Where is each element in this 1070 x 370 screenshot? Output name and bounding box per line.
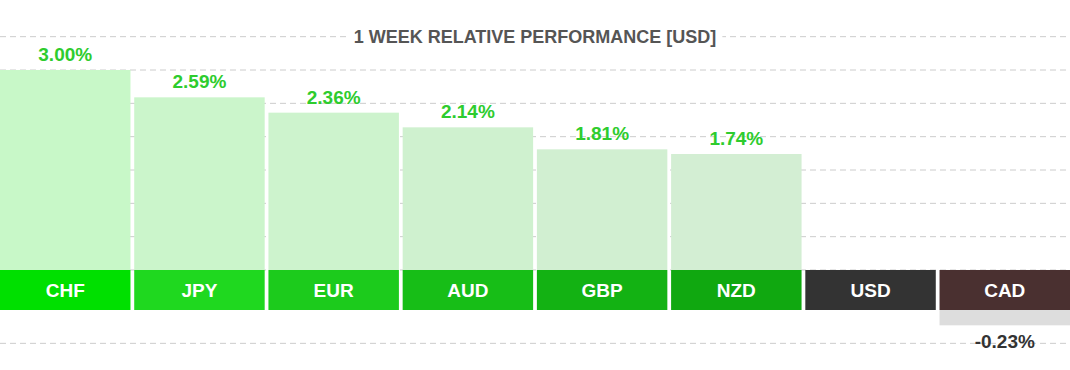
data-label: 1.81% bbox=[575, 123, 629, 144]
category-label: NZD bbox=[717, 280, 756, 301]
bar bbox=[134, 97, 264, 270]
category-label: EUR bbox=[314, 280, 354, 301]
category-box bbox=[940, 270, 1070, 310]
title-group: 1 WEEK RELATIVE PERFORMANCE [USD] bbox=[348, 25, 723, 49]
bar bbox=[537, 149, 667, 270]
category-box bbox=[805, 270, 935, 310]
chart: 1 WEEK RELATIVE PERFORMANCE [USD] CHF JPY E… bbox=[0, 0, 1070, 370]
data-label: 2.14% bbox=[441, 101, 495, 122]
data-label: 2.59% bbox=[173, 71, 227, 92]
grid-line bbox=[0, 343, 1070, 344]
bar bbox=[0, 70, 130, 270]
category-box bbox=[0, 270, 130, 310]
category-box bbox=[537, 270, 667, 310]
grid bbox=[0, 37, 1070, 344]
bar bbox=[268, 113, 398, 270]
data-labels: 3.00% 2.59% 2.36% 2.14% 1.81% 1.74% -0.23% bbox=[38, 44, 1035, 352]
category-label: GBP bbox=[582, 280, 624, 301]
category-label: CAD bbox=[984, 280, 1025, 301]
category-box bbox=[134, 270, 264, 310]
category-label: AUD bbox=[447, 280, 488, 301]
grid-line bbox=[0, 70, 1070, 71]
category-box bbox=[671, 270, 801, 310]
bar bbox=[940, 310, 1070, 325]
data-label: -0.23% bbox=[975, 331, 1035, 352]
category-box bbox=[403, 270, 533, 310]
bar bbox=[403, 127, 533, 270]
data-label: 2.36% bbox=[307, 87, 361, 108]
data-label: 3.00% bbox=[38, 44, 92, 65]
title-background bbox=[348, 25, 723, 49]
bars bbox=[0, 70, 1070, 325]
category-label: JPY bbox=[181, 280, 217, 301]
title: 1 WEEK RELATIVE PERFORMANCE [USD] bbox=[354, 27, 717, 47]
category-axis: CHF JPY EUR AUD GBP NZD USD CAD bbox=[0, 270, 1070, 310]
category-label: USD bbox=[850, 280, 890, 301]
bar bbox=[671, 154, 801, 270]
category-label: CHF bbox=[46, 280, 85, 301]
data-label: 1.74% bbox=[709, 128, 763, 149]
category-box bbox=[268, 270, 398, 310]
